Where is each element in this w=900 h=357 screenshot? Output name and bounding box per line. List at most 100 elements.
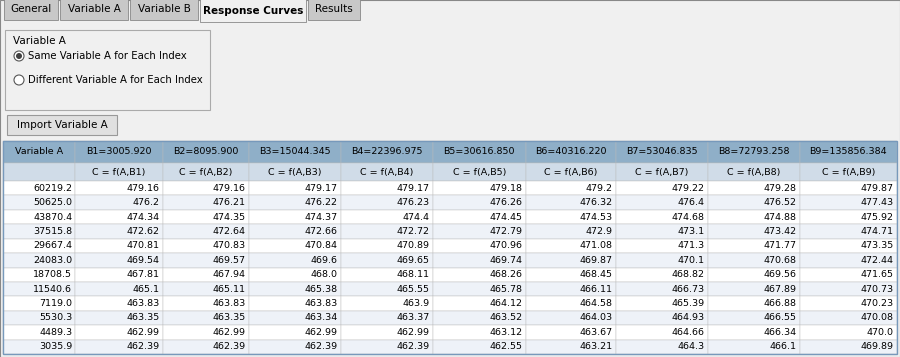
Text: 463.67: 463.67: [580, 328, 613, 337]
Bar: [76, 195, 163, 210]
Bar: [433, 181, 526, 195]
Text: 472.72: 472.72: [397, 227, 430, 236]
Text: B3=15044.345: B3=15044.345: [259, 147, 330, 156]
Text: 474.37: 474.37: [305, 212, 338, 222]
Bar: [526, 224, 616, 239]
Bar: [163, 282, 248, 296]
Text: 470.23: 470.23: [861, 299, 894, 308]
Bar: [248, 253, 341, 267]
Text: B6=40316.220: B6=40316.220: [535, 147, 607, 156]
Bar: [341, 224, 433, 239]
Text: 479.16: 479.16: [127, 184, 160, 193]
Text: 470.83: 470.83: [212, 241, 246, 250]
Bar: [800, 224, 897, 239]
Bar: [76, 210, 163, 224]
Text: B8=72793.258: B8=72793.258: [718, 147, 789, 156]
Bar: [4, 0, 58, 20]
Text: 464.58: 464.58: [580, 299, 613, 308]
Bar: [708, 181, 800, 195]
Text: 475.92: 475.92: [861, 212, 894, 222]
Text: 479.28: 479.28: [764, 184, 796, 193]
Bar: [616, 267, 708, 282]
Bar: [163, 210, 248, 224]
Bar: [308, 0, 360, 20]
Bar: [3, 253, 76, 267]
Bar: [76, 181, 163, 195]
Bar: [616, 141, 708, 163]
Bar: [76, 311, 163, 325]
Bar: [163, 239, 248, 253]
Bar: [3, 340, 76, 354]
Bar: [248, 311, 341, 325]
Text: 470.08: 470.08: [861, 313, 894, 322]
Bar: [248, 325, 341, 340]
Bar: [526, 195, 616, 210]
Text: 462.55: 462.55: [490, 342, 523, 351]
Text: 470.68: 470.68: [764, 256, 796, 265]
Text: B2=8095.900: B2=8095.900: [173, 147, 238, 156]
Bar: [76, 163, 163, 181]
Bar: [616, 296, 708, 311]
Bar: [616, 239, 708, 253]
Text: 3035.9: 3035.9: [39, 342, 72, 351]
Text: 462.39: 462.39: [127, 342, 160, 351]
Bar: [526, 267, 616, 282]
Bar: [526, 325, 616, 340]
Text: 473.42: 473.42: [764, 227, 796, 236]
Bar: [76, 282, 163, 296]
Bar: [163, 340, 248, 354]
Bar: [76, 141, 163, 163]
Text: 463.83: 463.83: [304, 299, 338, 308]
Text: 476.26: 476.26: [490, 198, 523, 207]
Bar: [800, 239, 897, 253]
Text: 464.93: 464.93: [671, 313, 705, 322]
Bar: [248, 340, 341, 354]
Text: Results: Results: [315, 5, 353, 15]
Text: 468.11: 468.11: [397, 270, 430, 279]
Bar: [616, 224, 708, 239]
Bar: [163, 311, 248, 325]
Text: 467.81: 467.81: [127, 270, 160, 279]
Text: 472.44: 472.44: [861, 256, 894, 265]
Bar: [616, 282, 708, 296]
Bar: [708, 163, 800, 181]
Bar: [341, 267, 433, 282]
Text: 466.88: 466.88: [764, 299, 796, 308]
Text: 474.45: 474.45: [490, 212, 523, 222]
Text: C = f(A,B8): C = f(A,B8): [727, 167, 780, 176]
Text: 7119.0: 7119.0: [40, 299, 72, 308]
Text: 466.55: 466.55: [764, 313, 796, 322]
Bar: [433, 267, 526, 282]
Bar: [433, 253, 526, 267]
Bar: [616, 253, 708, 267]
Text: 472.79: 472.79: [490, 227, 523, 236]
Bar: [76, 267, 163, 282]
Bar: [3, 239, 76, 253]
Text: 470.81: 470.81: [127, 241, 160, 250]
Bar: [800, 210, 897, 224]
Bar: [3, 311, 76, 325]
Text: 472.64: 472.64: [212, 227, 246, 236]
Text: B7=53046.835: B7=53046.835: [626, 147, 698, 156]
Bar: [433, 282, 526, 296]
Bar: [3, 325, 76, 340]
Text: 469.54: 469.54: [127, 256, 160, 265]
Bar: [708, 311, 800, 325]
Bar: [433, 239, 526, 253]
Bar: [341, 163, 433, 181]
Bar: [3, 181, 76, 195]
Text: 470.1: 470.1: [678, 256, 705, 265]
Text: 462.99: 462.99: [127, 328, 160, 337]
Bar: [248, 224, 341, 239]
Text: 476.4: 476.4: [678, 198, 705, 207]
Text: 474.35: 474.35: [212, 212, 246, 222]
Bar: [708, 141, 800, 163]
Text: 18708.5: 18708.5: [33, 270, 72, 279]
Bar: [616, 181, 708, 195]
Text: 464.03: 464.03: [580, 313, 613, 322]
Bar: [3, 141, 897, 354]
Text: 477.43: 477.43: [861, 198, 894, 207]
Bar: [7, 115, 117, 135]
Bar: [3, 282, 76, 296]
Text: 479.16: 479.16: [212, 184, 246, 193]
